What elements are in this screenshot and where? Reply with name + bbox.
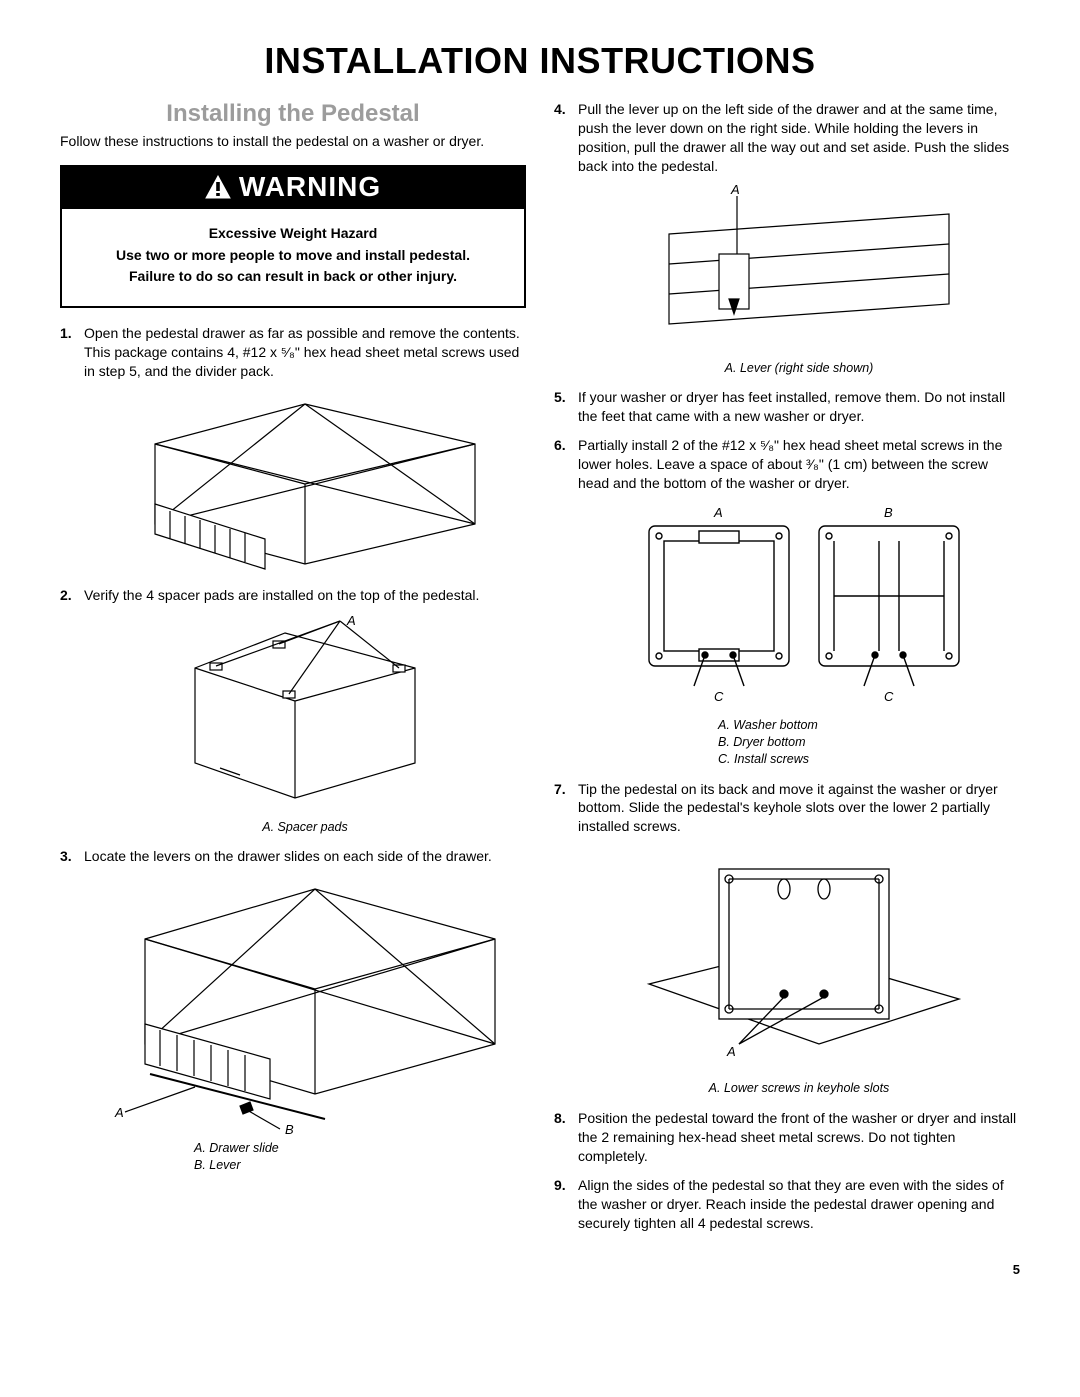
figure-3: A B A. Drawer slide B. Lever <box>84 874 526 1174</box>
callout-A: A <box>713 505 723 520</box>
step-text: Locate the levers on the drawer slides o… <box>84 848 492 864</box>
caption-line: B. Lever <box>194 1157 526 1174</box>
caption-line: A. Washer bottom <box>718 717 1020 734</box>
step-text: Partially install 2 of the #12 x ⁵⁄₈" he… <box>578 437 1002 491</box>
step-3: Locate the levers on the drawer slides o… <box>60 847 526 1174</box>
step-text: Pull the lever up on the left side of th… <box>578 101 1009 174</box>
page-title: INSTALLATION INSTRUCTIONS <box>60 40 1020 82</box>
figure-4-caption: A. Lever (right side shown) <box>578 360 1020 377</box>
warning-line2: Use two or more people to move and insta… <box>74 245 512 267</box>
caption-line: A. Drawer slide <box>194 1140 526 1157</box>
step-7: Tip the pedestal on its back and move it… <box>554 780 1020 1098</box>
warning-line3: Failure to do so can result in back or o… <box>74 266 512 288</box>
warning-label: WARNING <box>239 171 381 203</box>
callout-A: A <box>726 1044 736 1059</box>
figure-4: A A. Lever (right side shown) <box>578 184 1020 377</box>
callout-B: B <box>285 1122 294 1134</box>
step-6: Partially install 2 of the #12 x ⁵⁄₈" he… <box>554 436 1020 767</box>
callout-A: A <box>346 613 356 628</box>
section-heading: Installing the Pedestal <box>60 100 526 128</box>
page-number: 5 <box>60 1262 1020 1277</box>
steps-left: Open the pedestal drawer as far as possi… <box>60 324 526 1174</box>
step-text: Open the pedestal drawer as far as possi… <box>84 325 520 379</box>
warning-body: Excessive Weight Hazard Use two or more … <box>62 209 524 306</box>
step-4: Pull the lever up on the left side of th… <box>554 100 1020 376</box>
alert-triangle-icon <box>205 175 231 199</box>
figure-1 <box>84 389 526 574</box>
step-text: Position the pedestal toward the front o… <box>578 1110 1016 1164</box>
figure-6-caption: A. Washer bottom B. Dryer bottom C. Inst… <box>578 717 1020 768</box>
figure-2-caption: A. Spacer pads <box>84 819 526 836</box>
warning-header: WARNING <box>62 167 524 209</box>
figure-3-caption: A. Drawer slide B. Lever <box>84 1140 526 1174</box>
figure-7: A A. Lower screws in keyhole slots <box>578 844 1020 1097</box>
callout-A: A <box>730 184 740 197</box>
caption-line: C. Install screws <box>718 751 1020 768</box>
step-8: Position the pedestal toward the front o… <box>554 1109 1020 1166</box>
step-2: Verify the 4 spacer pads are installed o… <box>60 586 526 836</box>
step-9: Align the sides of the pedestal so that … <box>554 1176 1020 1233</box>
step-text: Verify the 4 spacer pads are installed o… <box>84 587 479 603</box>
warning-line1: Excessive Weight Hazard <box>74 223 512 245</box>
callout-B: B <box>884 505 893 520</box>
step-1: Open the pedestal drawer as far as possi… <box>60 324 526 574</box>
step-text: Align the sides of the pedestal so that … <box>578 1177 1004 1231</box>
figure-2: A A. Spacer pads <box>84 613 526 836</box>
warning-box: WARNING Excessive Weight Hazard Use two … <box>60 165 526 308</box>
figure-6: A B C C A. Washer bottom B. Dryer bottom… <box>578 501 1020 768</box>
callout-C: C <box>714 689 724 704</box>
steps-right: Pull the lever up on the left side of th… <box>554 100 1020 1232</box>
step-text: Tip the pedestal on its back and move it… <box>578 781 998 835</box>
intro-text: Follow these instructions to install the… <box>60 132 526 151</box>
caption-line: B. Dryer bottom <box>718 734 1020 751</box>
right-column: Pull the lever up on the left side of th… <box>554 100 1020 1242</box>
figure-7-caption: A. Lower screws in keyhole slots <box>578 1080 1020 1097</box>
callout-A: A <box>114 1105 124 1120</box>
two-column-layout: Installing the Pedestal Follow these ins… <box>60 100 1020 1242</box>
left-column: Installing the Pedestal Follow these ins… <box>60 100 526 1242</box>
step-text: If your washer or dryer has feet install… <box>578 389 1005 424</box>
callout-C: C <box>884 689 894 704</box>
step-5: If your washer or dryer has feet install… <box>554 388 1020 426</box>
